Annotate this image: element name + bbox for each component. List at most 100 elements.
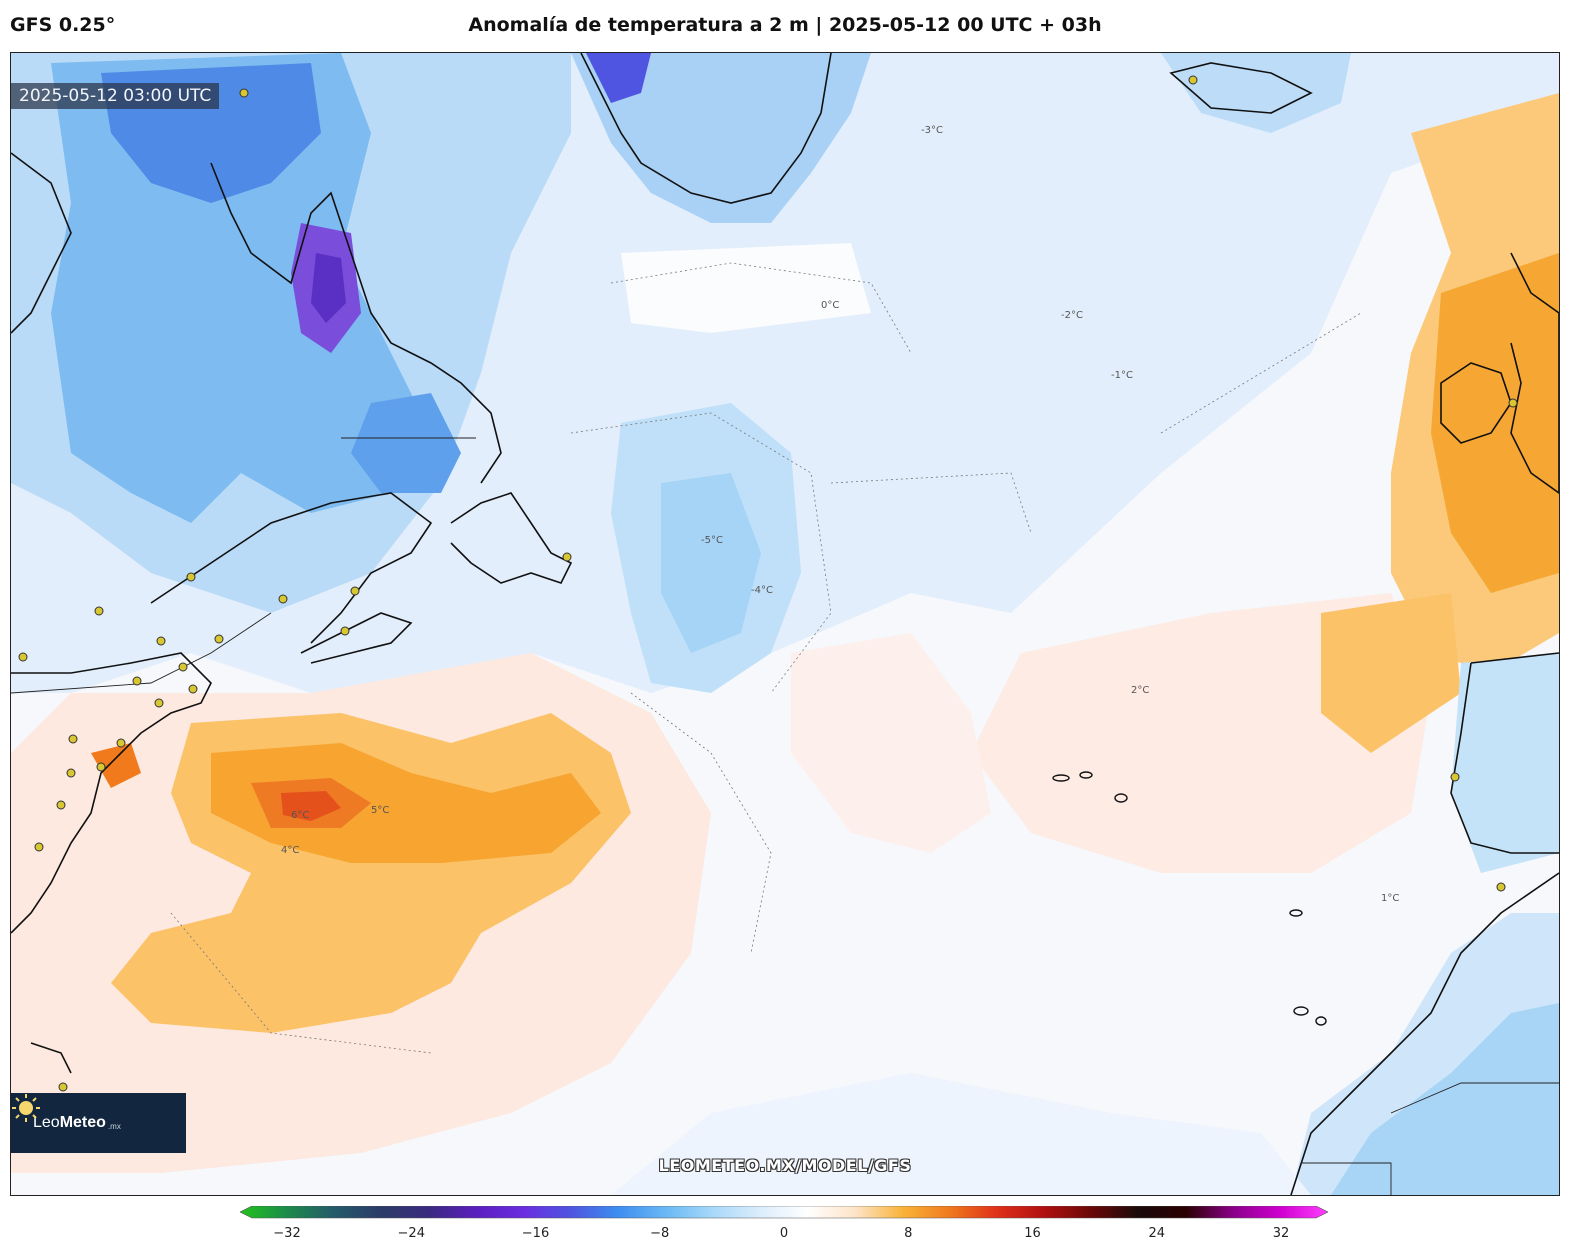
island-azores-1 (1052, 774, 1070, 782)
cold-pool-atlantic-core (661, 473, 761, 653)
city-marker (1188, 75, 1198, 85)
contour-line (830, 472, 1032, 534)
contour-line (1160, 312, 1362, 434)
contour-label: 0°C (821, 300, 839, 311)
neutral-patch (621, 243, 871, 333)
contour-label: 6°C (291, 810, 309, 821)
coastlines (11, 53, 1559, 1195)
cold-zone-greenland (571, 53, 871, 223)
warm-core-gulfstream-hot (281, 791, 341, 821)
coast-hudson (11, 152, 72, 334)
colorbar-tick-label: 0 (779, 1226, 789, 1241)
city-marker (214, 634, 224, 644)
colorbar-tick-label: −8 (650, 1226, 670, 1241)
chart-title: Anomalía de temperatura a 2 m | 2025-05-… (468, 14, 1102, 36)
colorbar-tick-label: −24 (397, 1226, 425, 1241)
city-marker (58, 1082, 68, 1092)
contour-label: 5°C (371, 805, 389, 816)
island-canary-2 (1315, 1016, 1327, 1026)
city-marker (350, 586, 360, 596)
map-panel[interactable]: -5°C -4°C -3°C -2°C -1°C 0°C 1°C 2°C 4°C… (10, 52, 1560, 1196)
coast-us-east (11, 652, 212, 934)
city-marker (278, 594, 288, 604)
coast-greenland (580, 53, 832, 204)
city-marker (186, 572, 196, 582)
colorbar-tick-label: −32 (273, 1226, 301, 1241)
island-azores-2 (1079, 771, 1093, 779)
city-marker (1508, 398, 1518, 408)
city-marker (154, 698, 164, 708)
cold-zone-iberia (1451, 653, 1559, 873)
border-morocco (1390, 1082, 1559, 1114)
colorbar: −32 −24 −16 −8 0 8 16 24 32 (239, 1205, 1329, 1242)
contour-label: -2°C (1061, 310, 1083, 321)
city-marker (562, 552, 572, 562)
city-marker (1450, 772, 1460, 782)
contour-label: 1°C (1381, 893, 1399, 904)
city-marker (94, 606, 104, 616)
warm-patch-coast (91, 743, 141, 788)
city-marker (66, 768, 76, 778)
contour-line (630, 692, 772, 954)
cold-core-quebec (351, 393, 461, 493)
contour-label: 4°C (281, 845, 299, 856)
cold-zone-iceland (1161, 53, 1351, 133)
colorbar-tick-label: 8 (904, 1226, 913, 1241)
border-western-sahara (1301, 1162, 1392, 1195)
valid-time-badge: 2025-05-12 03:00 UTC (11, 83, 220, 109)
warm-zone-east-light (971, 593, 1431, 873)
contour-labels: -5°C -4°C -3°C -2°C -1°C 0°C 1°C 2°C 4°C… (281, 125, 1399, 904)
warm-zone-center-light (791, 633, 991, 853)
city-marker (178, 662, 188, 672)
coast-labrador (210, 162, 502, 484)
coast-newfoundland (450, 492, 573, 584)
city-marker (56, 800, 66, 810)
islands (1052, 771, 1327, 1026)
city-marker (132, 676, 142, 686)
contour-label: 2°C (1131, 685, 1149, 696)
city-marker (340, 626, 350, 636)
city-marker (239, 88, 249, 98)
city-markers (18, 75, 1518, 1092)
coast-ireland (1440, 362, 1512, 444)
cold-zone-africa-mid (1331, 1003, 1559, 1195)
logo-suffix: .mx (107, 1121, 121, 1131)
anomaly-contours (170, 262, 1362, 1054)
city-marker (1496, 882, 1506, 892)
contour-label: -4°C (751, 585, 773, 596)
cold-zone-south (611, 1073, 1311, 1195)
contour-label: -1°C (1111, 370, 1133, 381)
warm-zone-europe-strong (1431, 253, 1559, 593)
sun-icon (12, 1094, 40, 1122)
contour-label: -5°C (701, 535, 723, 546)
island-azores-3 (1114, 793, 1128, 803)
colorbar-tick-label: 24 (1148, 1226, 1166, 1241)
colorbar-tick-label: −16 (521, 1226, 550, 1241)
warm-zone-gulfstream-strong (211, 743, 601, 863)
colorbar-gradient (239, 1205, 1329, 1219)
contour-label: -3°C (921, 125, 943, 136)
coast-iberia (1450, 652, 1559, 854)
coast-britain (1510, 252, 1559, 494)
city-marker (188, 684, 198, 694)
city-marker (116, 738, 126, 748)
anomaly-map: -5°C -4°C -3°C -2°C -1°C 0°C 1°C 2°C 4°C… (11, 53, 1559, 1195)
city-marker (34, 842, 44, 852)
leometeo-logo[interactable]: LeoMeteo .mx (11, 1093, 186, 1153)
city-marker (156, 636, 166, 646)
city-marker (96, 762, 106, 772)
island-canary-1 (1293, 1006, 1309, 1016)
coast-africa (1290, 872, 1559, 1195)
cold-core-labrador-inner (311, 253, 346, 323)
contour-line (170, 912, 432, 1054)
source-watermark: LEOMETEO.MX/MODEL/GFS (658, 1156, 912, 1175)
coast-caribbean (30, 1042, 72, 1074)
model-label: GFS 0.25° (10, 14, 116, 36)
colorbar-tick-label: 32 (1272, 1226, 1290, 1241)
logo-text: LeoMeteo (33, 1114, 106, 1131)
city-marker (68, 734, 78, 744)
island-madeira (1289, 909, 1303, 917)
contour-line (610, 262, 912, 354)
cold-zone-greenland-core (586, 53, 651, 103)
warm-zone-iberia-approach (1321, 593, 1461, 753)
